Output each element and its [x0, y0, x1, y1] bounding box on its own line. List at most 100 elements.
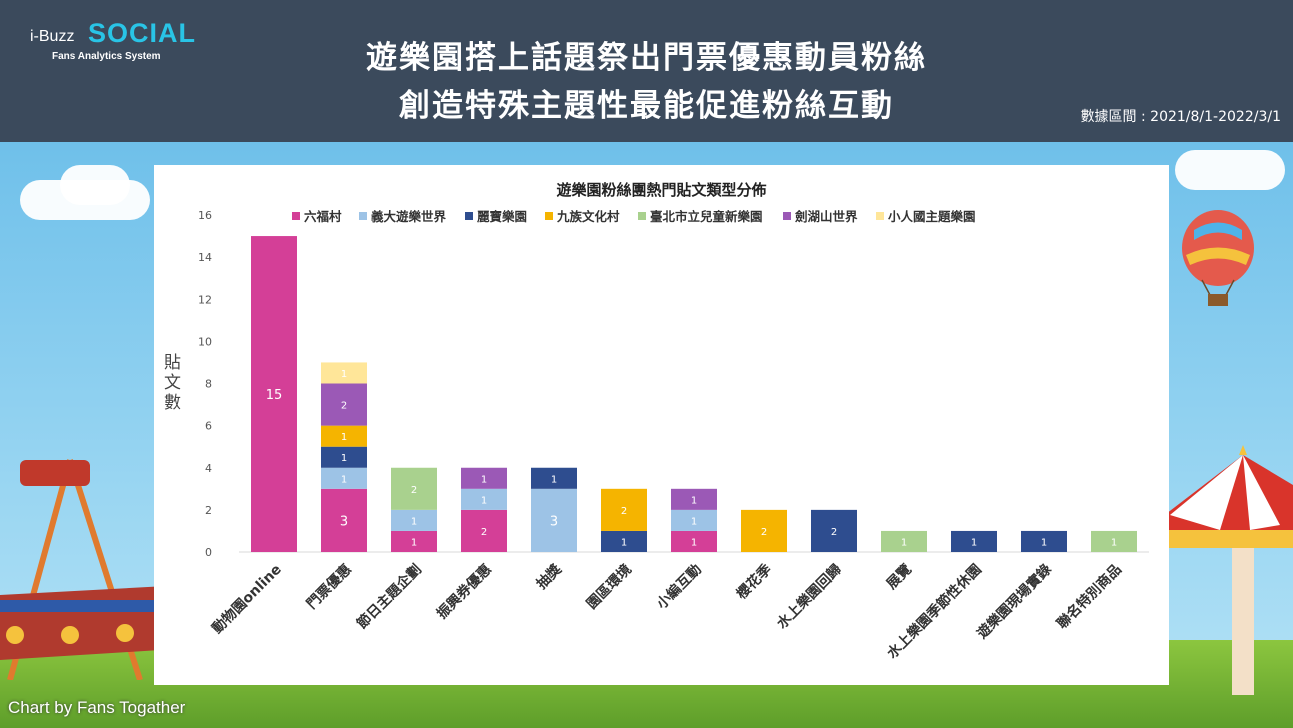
bar-segment — [811, 509, 857, 552]
data-label: 1 — [691, 537, 697, 548]
bar-segment — [671, 488, 717, 510]
logo-tagline: Fans Analytics System — [52, 51, 161, 62]
data-label: 1 — [341, 432, 347, 443]
x-tick-label: 聯名特別商品 — [1053, 561, 1124, 632]
bar-segment — [461, 488, 507, 510]
data-label: 1 — [691, 495, 697, 506]
x-tick-label: 園區環境 — [583, 561, 635, 613]
bar-segment — [321, 362, 367, 384]
x-tick-label: 水上樂園回歸 — [773, 561, 844, 632]
bar-segment — [671, 509, 717, 531]
carousel-icon — [1145, 445, 1293, 695]
data-label: 1 — [691, 516, 697, 527]
data-label: 3 — [550, 514, 558, 529]
x-tick-label: 動物園online — [209, 561, 285, 637]
bar-segment — [531, 467, 577, 489]
bar-segment — [881, 530, 927, 552]
bar-segment — [601, 488, 647, 531]
legend-label: 小人國主題樂園 — [887, 209, 976, 224]
data-label: 2 — [481, 527, 487, 538]
header-bar: i-Buzz SOCIAL Fans Analytics System 遊樂園搭… — [0, 0, 1293, 142]
bar-segment — [391, 530, 437, 552]
logo-prefix: i-Buzz — [30, 28, 75, 45]
data-label: 1 — [341, 369, 347, 380]
data-label: 1 — [971, 537, 977, 548]
y-tick-label: 8 — [205, 378, 212, 391]
cloud-decoration — [60, 165, 130, 205]
legend-swatch — [783, 212, 791, 220]
legend-label: 六福村 — [304, 209, 342, 224]
bar-segment — [251, 236, 297, 552]
bar-segment — [1021, 530, 1067, 552]
hot-air-balloon-icon — [1182, 210, 1254, 306]
date-range: 數據區間 : 2021/8/1-2022/3/1 — [1080, 109, 1281, 125]
legend-label: 九族文化村 — [556, 209, 620, 224]
data-label: 1 — [1041, 537, 1047, 548]
y-tick-label: 10 — [198, 335, 212, 348]
y-tick-label: 14 — [198, 251, 212, 264]
legend-swatch — [545, 212, 553, 220]
data-label: 1 — [481, 495, 487, 506]
bar-segment — [321, 467, 367, 489]
data-label: 1 — [411, 537, 417, 548]
page-title-line2: 創造特殊主題性最能促進粉絲互動 — [399, 88, 894, 124]
x-tick-label: 節日主題企劃 — [353, 561, 424, 632]
y-tick-label: 16 — [198, 209, 212, 222]
bar-segment — [531, 488, 577, 552]
x-tick-label: 振興券優惠 — [433, 561, 495, 623]
y-tick-label: 12 — [198, 293, 212, 306]
legend-swatch — [292, 212, 300, 220]
legend-label: 麗寶樂園 — [477, 209, 527, 224]
data-label: 1 — [551, 474, 557, 485]
bar-segment — [391, 467, 437, 510]
data-label: 1 — [1111, 537, 1117, 548]
bar-segment — [391, 509, 437, 531]
x-tick-label: 抽獎 — [533, 560, 566, 593]
logo-brand: SOCIAL — [88, 18, 197, 48]
legend-label: 義大遊樂世界 — [371, 209, 447, 224]
bar-segment — [321, 425, 367, 447]
chart-title: 遊樂園粉絲團熱門貼文類型分佈 — [556, 181, 767, 199]
pirate-ship-icon — [0, 459, 185, 680]
data-label: 1 — [621, 537, 627, 548]
chart-panel: 遊樂園粉絲團熱門貼文類型分佈 貼文數 0 2 4 6 8 10 12 14 16 六福村 義大遊樂世… — [154, 165, 1169, 685]
y-tick-label: 4 — [205, 462, 212, 475]
y-tick-label: 0 — [205, 546, 212, 559]
legend-label: 臺北市立兒童新樂園 — [650, 209, 763, 224]
y-tick-label: 2 — [205, 504, 212, 517]
data-label: 2 — [621, 506, 627, 517]
data-label: 1 — [411, 516, 417, 527]
legend-swatch — [465, 212, 473, 220]
data-label: 2 — [341, 401, 347, 412]
x-tick-label: 小編互動 — [653, 561, 705, 613]
data-label: 1 — [901, 537, 907, 548]
legend-label: 劍湖山世界 — [794, 209, 858, 224]
legend-swatch — [876, 212, 884, 220]
data-label: 3 — [340, 514, 348, 529]
x-tick-label: 展覽 — [883, 561, 915, 593]
data-label: 2 — [831, 527, 837, 538]
data-label: 1 — [481, 474, 487, 485]
y-tick-label: 6 — [205, 420, 212, 433]
x-tick-label: 門票優惠 — [303, 561, 355, 613]
bar-segment — [321, 446, 367, 468]
data-label: 2 — [411, 485, 417, 496]
cloud-decoration — [1175, 150, 1285, 190]
bar-segment — [601, 530, 647, 552]
bar-segment — [1091, 530, 1137, 552]
data-label: 1 — [341, 474, 347, 485]
bar-segment — [321, 383, 367, 426]
data-label: 1 — [341, 453, 347, 464]
x-tick-label: 櫻花季 — [732, 561, 774, 603]
page-title-line1: 遊樂園搭上話題祭出門票優惠動員粉絲 — [366, 40, 927, 76]
bar-segment — [951, 530, 997, 552]
bar-segment — [741, 509, 787, 552]
data-label: 15 — [266, 388, 283, 403]
bar-segment — [461, 467, 507, 489]
x-tick-label: 遊樂園現場實錄 — [974, 561, 1055, 642]
bar-segment — [671, 530, 717, 552]
legend-swatch — [359, 212, 367, 220]
data-label: 2 — [761, 527, 767, 538]
bar-segment — [321, 488, 367, 552]
